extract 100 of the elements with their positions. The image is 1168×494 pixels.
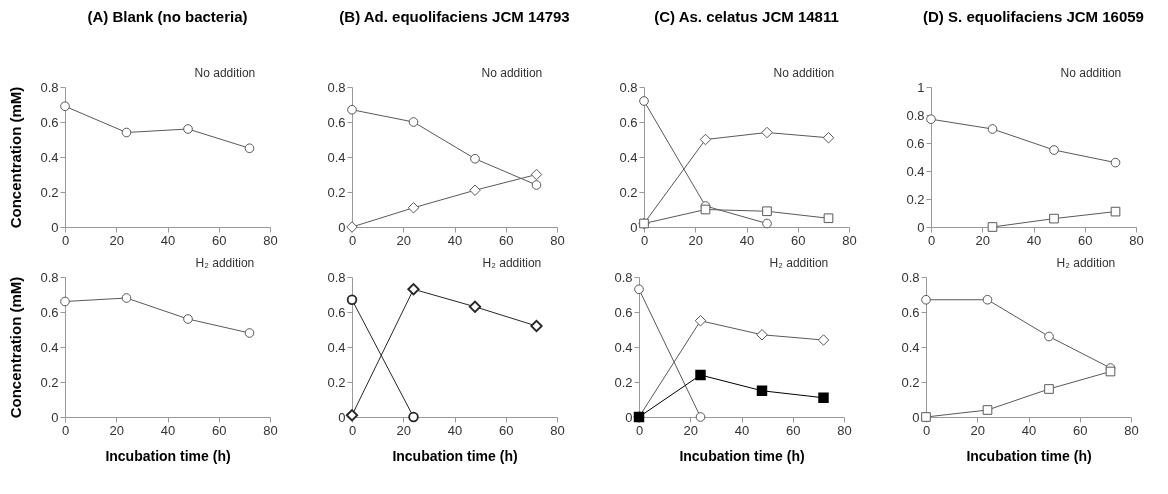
point [982,294,993,305]
point [695,369,706,381]
x-tick-label: 20 [975,232,990,248]
point [407,202,420,214]
y-tick-label: 0 [917,219,925,235]
x-tick-label: 40 [739,232,755,248]
point [987,222,998,232]
y-tick-label: 0.4 [327,339,346,355]
y-tick-label: 0.2 [40,184,59,200]
point [817,334,830,346]
text: No addition [194,66,256,80]
x-tick-label: 80 [550,422,565,438]
x-axis-title: Incubation time (h) [392,447,518,464]
y-tick-label: 0.2 [614,374,633,390]
x-tick-label: 60 [791,232,806,248]
point [470,153,480,164]
point [634,284,644,295]
x-tick-label: 60 [212,232,227,248]
y-tick-label: 0.2 [619,184,638,200]
text: H₂ addition [482,256,542,270]
x-tick-label: 60 [1078,232,1093,248]
point [926,114,936,125]
x-tick-label: 20 [688,232,703,248]
y-tick-label: 0.8 [327,269,346,285]
x-tick-label: 20 [109,232,124,248]
y-tick-label: 0.4 [619,149,638,165]
y-tick-label: 0.4 [901,339,920,355]
y-tick-label: 0.6 [40,114,59,130]
x-axis-title: Incubation time (h) [679,447,805,464]
y-tick-label: 0.8 [906,107,925,123]
y-tick-label: 0.8 [327,79,346,95]
y-tick-label: 0.6 [614,304,633,320]
point [639,218,649,229]
x-tick-label: 0 [348,422,357,438]
text: No addition [773,66,835,80]
text: H₂ addition [769,256,829,270]
point [921,294,931,305]
x-tick-label: 0 [61,232,70,248]
y-axis-title: Concentration (mM) [7,86,25,229]
point [244,328,255,338]
text: No addition [481,66,543,80]
y-axis-title: Concentration (mM) [7,276,25,419]
y-tick-label: 0.2 [901,374,920,390]
x-tick-label: 0 [348,232,357,248]
point [756,329,768,341]
text: H₂ addition [1056,256,1116,270]
point [244,143,255,154]
y-tick-label: 0.8 [614,269,633,285]
point [639,96,649,106]
point [1044,384,1054,394]
y-tick-label: 0.6 [327,304,346,320]
y-tick-label: 0 [912,409,920,425]
y-tick-label: 0.4 [327,149,346,165]
point [982,405,993,415]
point [818,392,829,403]
chart-title: (C) As. celatus JCM 14811 [654,8,839,25]
y-tick-label: 0.2 [327,184,346,200]
point [60,101,70,112]
x-tick-label: 0 [640,232,649,248]
point [1110,157,1121,168]
point [346,221,358,233]
point [1049,145,1059,155]
point [468,300,482,313]
point [183,124,193,134]
point [695,412,706,422]
x-tick-label: 80 [263,422,278,438]
x-axis-title: Incubation time (h) [105,447,231,464]
x-tick-label: 80 [263,232,278,248]
point [1044,331,1054,342]
point [987,124,998,134]
x-tick-label: 60 [499,422,514,438]
x-tick-label: 0 [61,422,70,438]
x-tick-label: 60 [499,232,514,248]
chart-title: (D) S. equolifaciens JCM 16059 [923,8,1144,25]
x-tick-label: 20 [396,232,411,248]
point [1049,213,1059,224]
y-tick-label: 0.2 [906,191,925,207]
y-tick-label: 0.4 [40,339,59,355]
point [1110,206,1121,217]
chart-title: (A) Blank (no bacteria) [87,8,248,25]
point [346,294,358,305]
point [762,218,772,229]
point [823,213,834,224]
y-tick-label: 0.2 [327,374,346,390]
point [699,133,712,146]
x-tick-label: 40 [734,422,750,438]
point [407,283,420,296]
x-tick-label: 40 [447,232,463,248]
x-tick-label: 40 [1021,422,1037,438]
y-tick-label: 0.4 [40,149,59,165]
point [408,411,419,423]
x-tick-label: 0 [927,232,936,248]
x-tick-label: 60 [212,422,227,438]
x-tick-label: 20 [970,422,985,438]
y-tick-label: 0.8 [40,269,59,285]
y-tick-label: 0.6 [619,114,638,130]
y-tick-label: 0.8 [901,269,920,285]
point [469,184,481,196]
chart-title: (B) Ad. equolifaciens JCM 14793 [339,8,570,25]
point [530,168,543,181]
